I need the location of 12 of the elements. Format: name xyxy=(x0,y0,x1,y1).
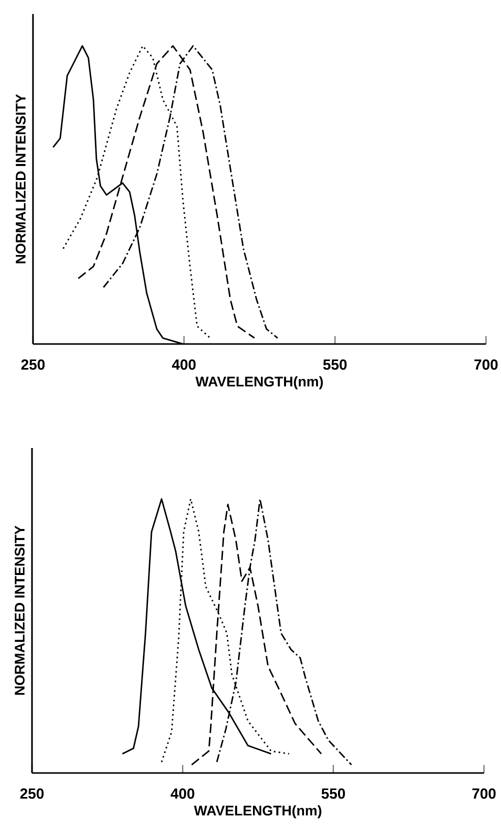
x-tick-label: 550 xyxy=(322,788,345,799)
x-axis-title: WAVELENGTH(nm) xyxy=(194,805,322,818)
x-tick-label: 250 xyxy=(20,788,44,799)
x-tick-label: 400 xyxy=(170,788,194,799)
x-tick-label: 700 xyxy=(474,359,498,370)
y-axis-title: NORMALIZED INTENSITY xyxy=(14,526,25,695)
x-tick-label: 400 xyxy=(172,359,196,370)
y-axis-title: NORMALIZED INTENSITY xyxy=(16,94,26,264)
x-tick-label: 700 xyxy=(472,788,496,799)
x-tick-label: 250 xyxy=(21,359,45,370)
x-axis-title: WAVELENGTH(nm) xyxy=(195,376,323,390)
x-tick-label: 550 xyxy=(323,359,347,370)
